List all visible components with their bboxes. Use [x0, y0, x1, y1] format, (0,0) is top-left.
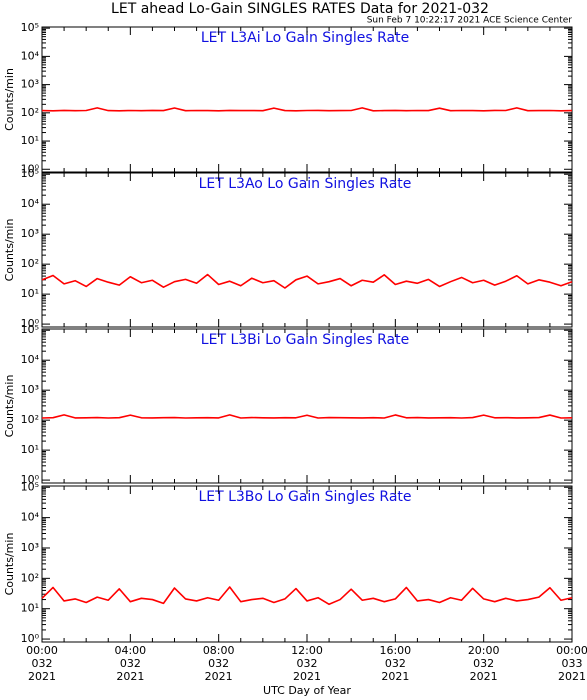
- y-tick-label: 10²: [21, 257, 39, 270]
- x-tick-year: 2021: [470, 670, 498, 683]
- y-tick-label: 10⁰: [21, 317, 40, 330]
- data-line: [41, 414, 573, 419]
- y-tick-label: 10³: [21, 78, 39, 91]
- y-tick-label: 10¹: [21, 443, 39, 456]
- y-tick-label: 10³: [21, 383, 39, 396]
- y-tick-label: 10²: [21, 571, 39, 584]
- plot-frame: [41, 172, 573, 328]
- x-tick-year: 2021: [293, 670, 321, 683]
- x-tick-year: 2021: [205, 670, 233, 683]
- x-tick-year: 2021: [558, 670, 586, 683]
- data-line: [41, 273, 573, 289]
- y-tick-label: 10⁵: [21, 167, 39, 180]
- x-tick-day: 032: [473, 657, 494, 670]
- plot-frame: [41, 485, 573, 643]
- y-axis-label: Counts/min: [3, 533, 16, 596]
- x-tick-day: 032: [32, 657, 53, 670]
- panel-title: LET L3Ai Lo Gain Singles Rate: [201, 30, 409, 46]
- y-tick-label: 10¹: [21, 602, 39, 615]
- x-tick-year: 2021: [116, 670, 144, 683]
- plot-frame: [41, 328, 573, 484]
- x-tick-label: 16:00: [379, 644, 411, 657]
- x-tick-day: 032: [208, 657, 229, 670]
- x-tick-day: 033: [562, 657, 583, 670]
- y-tick-label: 10⁴: [21, 511, 40, 524]
- y-axis-label: Counts/min: [3, 375, 16, 438]
- panel-title: LET L3Bo Lo Gain Singles Rate: [198, 489, 411, 505]
- y-tick-label: 10⁰: [21, 162, 40, 175]
- x-tick-day: 032: [120, 657, 141, 670]
- x-tick-label: 00:00: [556, 644, 587, 657]
- data-line: [41, 586, 573, 606]
- y-tick-label: 10²: [21, 106, 39, 119]
- plot-frame: [41, 26, 573, 173]
- panel-title: LET L3Ao Lo Gain Singles Rate: [199, 176, 412, 192]
- x-tick-year: 2021: [381, 670, 409, 683]
- y-tick-label: 10¹: [21, 134, 39, 147]
- x-tick-label: 08:00: [203, 644, 235, 657]
- x-tick-label: 04:00: [114, 644, 146, 657]
- y-tick-label: 10⁴: [21, 49, 40, 62]
- chart-title: LET ahead Lo-Gain SINGLES RATES Data for…: [111, 1, 489, 17]
- panel-title: LET L3Bi Lo Gain Singles Rate: [201, 332, 409, 348]
- y-tick-label: 10⁵: [21, 323, 39, 336]
- y-tick-label: 10⁰: [21, 473, 40, 486]
- x-tick-label: 12:00: [291, 644, 323, 657]
- y-tick-label: 10³: [21, 227, 39, 240]
- y-tick-label: 10⁵: [21, 480, 39, 493]
- y-tick-label: 10⁵: [21, 21, 39, 34]
- x-tick-day: 032: [297, 657, 318, 670]
- data-line: [41, 107, 573, 112]
- chart-subtitle: Sun Feb 7 10:22:17 2021 ACE Science Cent…: [367, 16, 573, 26]
- y-tick-label: 10³: [21, 541, 39, 554]
- x-tick-day: 032: [385, 657, 406, 670]
- y-tick-label: 10⁴: [21, 353, 40, 366]
- y-tick-label: 10⁰: [21, 632, 40, 645]
- x-tick-label: 00:00: [26, 644, 58, 657]
- y-axis-label: Counts/min: [3, 219, 16, 282]
- y-axis-label: Counts/min: [3, 68, 16, 131]
- y-tick-label: 10¹: [21, 287, 39, 300]
- x-tick-label: 20:00: [468, 644, 500, 657]
- y-tick-label: 10⁴: [21, 197, 40, 210]
- x-tick-year: 2021: [28, 670, 56, 683]
- x-axis-label: UTC Day of Year: [263, 684, 351, 697]
- y-tick-label: 10²: [21, 413, 39, 426]
